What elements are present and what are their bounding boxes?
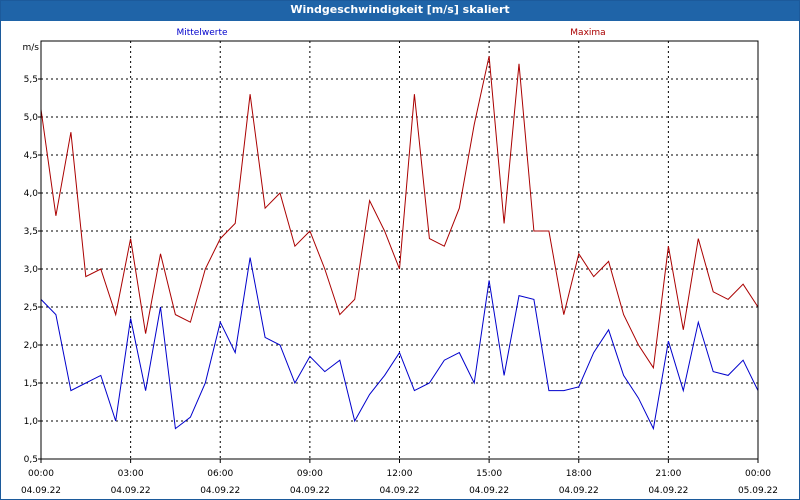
- x-tick-date: 04.09.22: [648, 486, 688, 496]
- y-tick-label: 4,5: [24, 151, 38, 161]
- y-tick-label: 3,0: [24, 265, 39, 275]
- y-tick-label: 1,5: [24, 379, 38, 389]
- legend-label-mean: Mittelwerte: [176, 28, 227, 38]
- x-tick-date: 04.09.22: [559, 486, 599, 496]
- x-tick-date: 04.09.22: [469, 486, 509, 496]
- y-tick-label: 5,0: [24, 113, 39, 123]
- grid-lines: [41, 41, 758, 460]
- plot-frame: [40, 40, 759, 460]
- x-tick-time: 15:00: [476, 469, 502, 479]
- x-axis-ticks: 00:00 04.09.22 03:00 04.09.22 06:00 04.09.22 0…: [21, 459, 778, 496]
- x-tick-time: 00:00: [745, 469, 771, 479]
- x-tick-date: 04.09.22: [200, 486, 240, 496]
- y-tick-label: 4,0: [24, 189, 39, 199]
- y-tick-label: 3,5: [24, 227, 38, 237]
- y-tick-label: 5,5: [24, 75, 38, 85]
- series-line-max: [40, 56, 759, 370]
- x-tick-date: 05.09.22: [738, 486, 778, 496]
- y-tick-label: 2,5: [24, 303, 38, 313]
- window-title: Windgeschwindigkeit [m/s] skaliert: [1, 1, 799, 21]
- x-tick-date: 04.09.22: [111, 486, 151, 496]
- x-tick-date: 04.09.22: [290, 486, 330, 496]
- series-line-mean: [40, 257, 759, 431]
- legend-label-max: Maxima: [570, 28, 605, 38]
- y-axis-unit: m/s: [23, 43, 40, 53]
- x-tick-time: 00:00: [28, 469, 54, 479]
- y-axis-ticks: 0,5 1,0 1,5 2,0 2,5 3,0 3,5 4,0 4,5 5,0 5,5: [24, 75, 41, 465]
- wind-speed-chart: Mittelwerte Maxima m/s 0,5 1,0 1,5 2,0 2,5 3,…: [21, 28, 778, 496]
- x-tick-date: 04.09.22: [379, 486, 419, 496]
- x-tick-date: 04.09.22: [21, 486, 61, 496]
- y-tick-label: 2,0: [24, 341, 39, 351]
- x-tick-time: 18:00: [566, 469, 592, 479]
- y-tick-label: 0,5: [24, 455, 38, 465]
- series-lines: [40, 56, 759, 431]
- x-tick-time: 21:00: [655, 469, 681, 479]
- y-tick-label: 1,0: [24, 417, 39, 427]
- x-tick-time: 12:00: [387, 469, 413, 479]
- x-tick-time: 09:00: [297, 469, 323, 479]
- x-tick-time: 06:00: [207, 469, 233, 479]
- x-tick-time: 03:00: [118, 469, 144, 479]
